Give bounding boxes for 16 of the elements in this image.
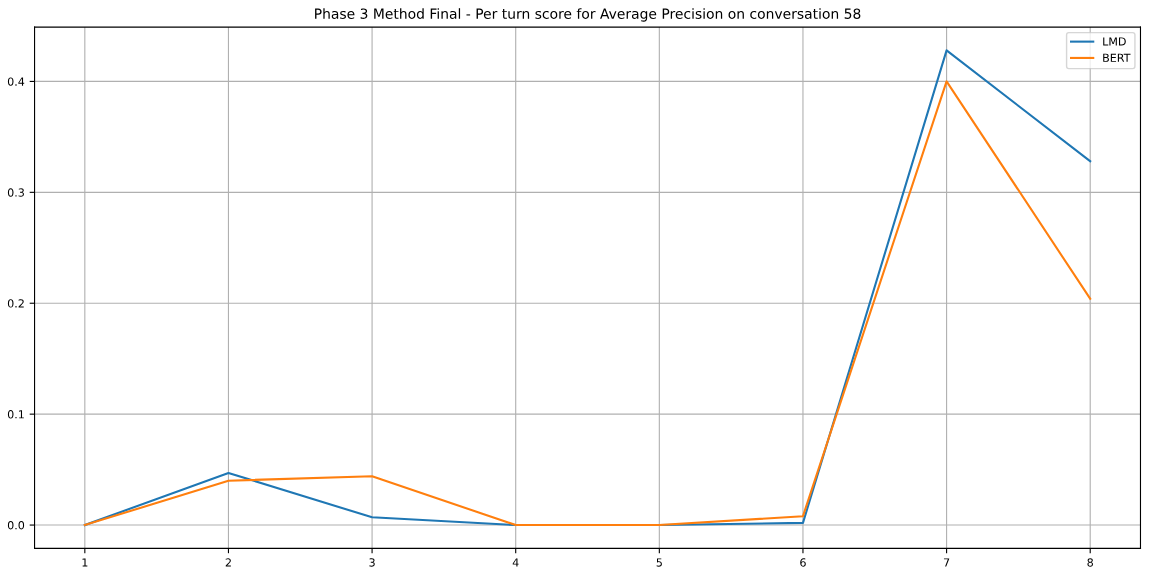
x-tick-label: 3: [369, 558, 375, 567]
x-tick-label: 1: [82, 558, 88, 567]
x-tick-label: 5: [656, 558, 662, 567]
legend-label: BERT: [1103, 53, 1131, 62]
x-tick-label: 2: [225, 558, 231, 567]
x-tick-label: 4: [512, 558, 519, 567]
chart-title: Phase 3 Method Final - Per turn score for Average Precision on conversation 58: [315, 8, 861, 22]
y-tick-label: 0.3: [7, 188, 24, 197]
x-tick-label: 7: [943, 558, 950, 567]
x-tick-label: 6: [800, 558, 806, 567]
y-tick-label: 0.1: [7, 410, 24, 419]
y-tick-label: 0.2: [7, 299, 24, 308]
legend-label: LMD: [1103, 37, 1126, 46]
y-tick-label: 0.0: [7, 521, 25, 530]
x-tick-label: 8: [1087, 558, 1093, 567]
y-tick-label: 0.4: [7, 77, 25, 86]
